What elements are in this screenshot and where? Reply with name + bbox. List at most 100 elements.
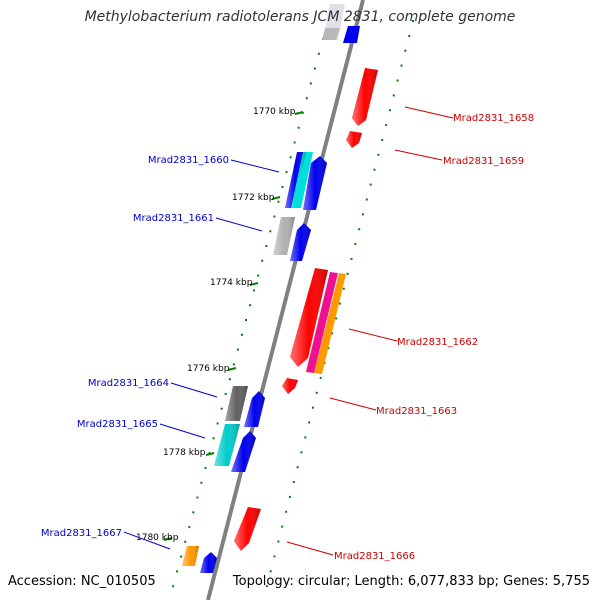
minor-tick [277, 200, 280, 203]
minor-tick [265, 585, 268, 588]
summary-text: Topology: circular; Length: 6,077,833 bp… [232, 574, 590, 589]
minor-tick [261, 259, 264, 262]
scale-labels: 1770 kbp 1772 kbp 1774 kbp 1776 kbp 1778… [136, 107, 296, 543]
minor-tick [342, 287, 345, 290]
minor-tick [192, 511, 195, 514]
minor-tick [408, 34, 411, 37]
gene-label-1665[interactable]: Mrad2831_1665 [77, 419, 158, 430]
genome-backbone [206, 0, 365, 601]
minor-tick [224, 392, 227, 395]
minor-tick [277, 540, 280, 543]
minor-tick [281, 185, 284, 188]
minor-tick [240, 333, 243, 336]
minor-tick [269, 230, 272, 233]
minor-tick [404, 49, 407, 52]
minor-tick [253, 289, 256, 292]
minor-tick [354, 243, 357, 246]
minor-tick [289, 156, 292, 159]
minor-tick [412, 20, 414, 22]
minor-tick [293, 141, 296, 144]
minor-tick [350, 257, 353, 260]
minor-tick [369, 183, 372, 186]
scale-label-1778: 1778 kbp [163, 448, 206, 458]
minor-tick [331, 332, 334, 335]
minor-tick [204, 466, 207, 469]
minor-tick [400, 64, 403, 67]
minor-tick [327, 347, 330, 350]
scale-label-1780: 1780 kbp [136, 533, 179, 543]
minor-tick [200, 481, 203, 484]
minor-tick [346, 272, 349, 275]
scale-ticks [163, 111, 304, 541]
minor-tick [273, 215, 276, 218]
minor-tick [188, 526, 191, 529]
minor-tick [319, 376, 322, 379]
minor-tick [220, 407, 223, 410]
reverse-callout-lines [123, 159, 280, 550]
minor-tick [365, 198, 368, 201]
minor-tick [297, 126, 300, 129]
minor-tick [300, 451, 303, 454]
gene-label-1667[interactable]: Mrad2831_1667 [41, 528, 122, 539]
minor-tick [315, 391, 318, 394]
gene-block-top-gray2[interactable] [322, 28, 340, 40]
gene-label-1664[interactable]: Mrad2831_1664 [88, 378, 169, 389]
gene-label-1658[interactable]: Mrad2831_1658 [453, 113, 534, 124]
minor-tick [335, 317, 338, 320]
minor-tick [312, 406, 314, 409]
minor-tick [313, 67, 316, 70]
minor-tick [196, 496, 199, 499]
minor-tick [296, 466, 299, 469]
minor-tick [304, 436, 307, 439]
gene-label-1663[interactable]: Mrad2831_1663 [376, 406, 457, 417]
minor-tick [309, 82, 312, 85]
minor-tick [396, 79, 399, 82]
gene-label-1661[interactable]: Mrad2831_1661 [133, 213, 214, 224]
scale-label-1770: 1770 kbp [253, 107, 296, 117]
forward-gene-labels: Mrad2831_1658 Mrad2831_1659 Mrad2831_166… [334, 113, 534, 562]
minor-tick [285, 171, 288, 174]
scale-label-1772: 1772 kbp [232, 193, 275, 203]
minor-tick [281, 525, 284, 528]
minor-tick [228, 378, 231, 381]
minor-tick [381, 139, 384, 141]
minor-tick [338, 302, 341, 305]
gene-label-1662[interactable]: Mrad2831_1662 [397, 337, 478, 348]
minor-tick [269, 570, 272, 573]
minor-tick [232, 363, 235, 366]
gene-label-1660[interactable]: Mrad2831_1660 [148, 155, 229, 166]
accession-text: Accession: NC_010505 [8, 574, 156, 589]
minor-tick [285, 510, 288, 513]
minor-tick [180, 555, 183, 558]
forward-callout-lines [286, 106, 454, 556]
minor-tick [385, 124, 388, 127]
minor-tick [249, 304, 252, 307]
genome-title: Methylobacterium radiotolerans JCM 2831,… [84, 9, 516, 25]
minor-tick [288, 495, 291, 498]
gene-arrow-top-blue[interactable] [343, 26, 360, 43]
minor-tick [236, 348, 239, 351]
gene-label-1659[interactable]: Mrad2831_1659 [443, 156, 524, 167]
minor-tick [388, 109, 391, 112]
gene-1662-orange-block[interactable] [314, 273, 346, 374]
minor-tick [377, 153, 380, 156]
minor-tick [373, 168, 376, 171]
minor-tick [184, 540, 187, 543]
reverse-gene-labels: Mrad2831_1660 Mrad2831_1661 Mrad2831_166… [41, 155, 229, 539]
minor-tick [216, 422, 219, 425]
minor-tick [292, 481, 295, 483]
forward-strand-genes [234, 68, 378, 551]
minor-tick [305, 97, 308, 100]
minor-tick [362, 213, 364, 216]
minor-tick [172, 585, 175, 588]
gene-1662-magenta-block[interactable] [306, 272, 338, 373]
minor-tick [176, 570, 179, 573]
minor-tick [317, 52, 320, 55]
gene-label-1666[interactable]: Mrad2831_1666 [334, 551, 415, 562]
reverse-strand-genes [182, 4, 360, 573]
scale-label-1776: 1776 kbp [187, 364, 230, 374]
minor-tick [245, 319, 247, 321]
minor-tick [358, 228, 361, 231]
